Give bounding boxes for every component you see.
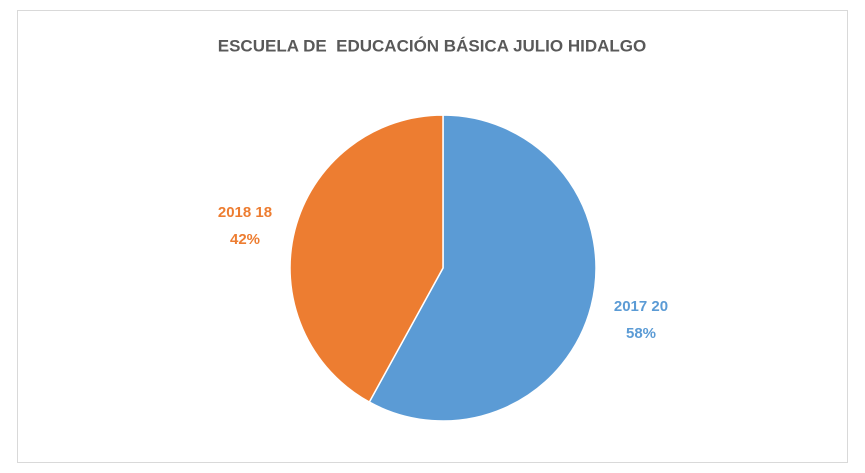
- count-label: 20: [651, 298, 668, 315]
- count-label: 18: [255, 204, 272, 221]
- data-label: 2017 20: [614, 298, 668, 315]
- pie-slice: [368, 114, 597, 422]
- category-label: 2017: [614, 298, 647, 315]
- data-label: 2018 18: [218, 204, 272, 221]
- pie-slice: [289, 114, 444, 404]
- chart-title: ESCUELA DE EDUCACIÓN BÁSICA JULIO HIDALG…: [218, 36, 647, 55]
- percent-label: 42%: [230, 231, 260, 248]
- category-label: 2018: [218, 204, 251, 221]
- percent-label: 58%: [626, 325, 656, 342]
